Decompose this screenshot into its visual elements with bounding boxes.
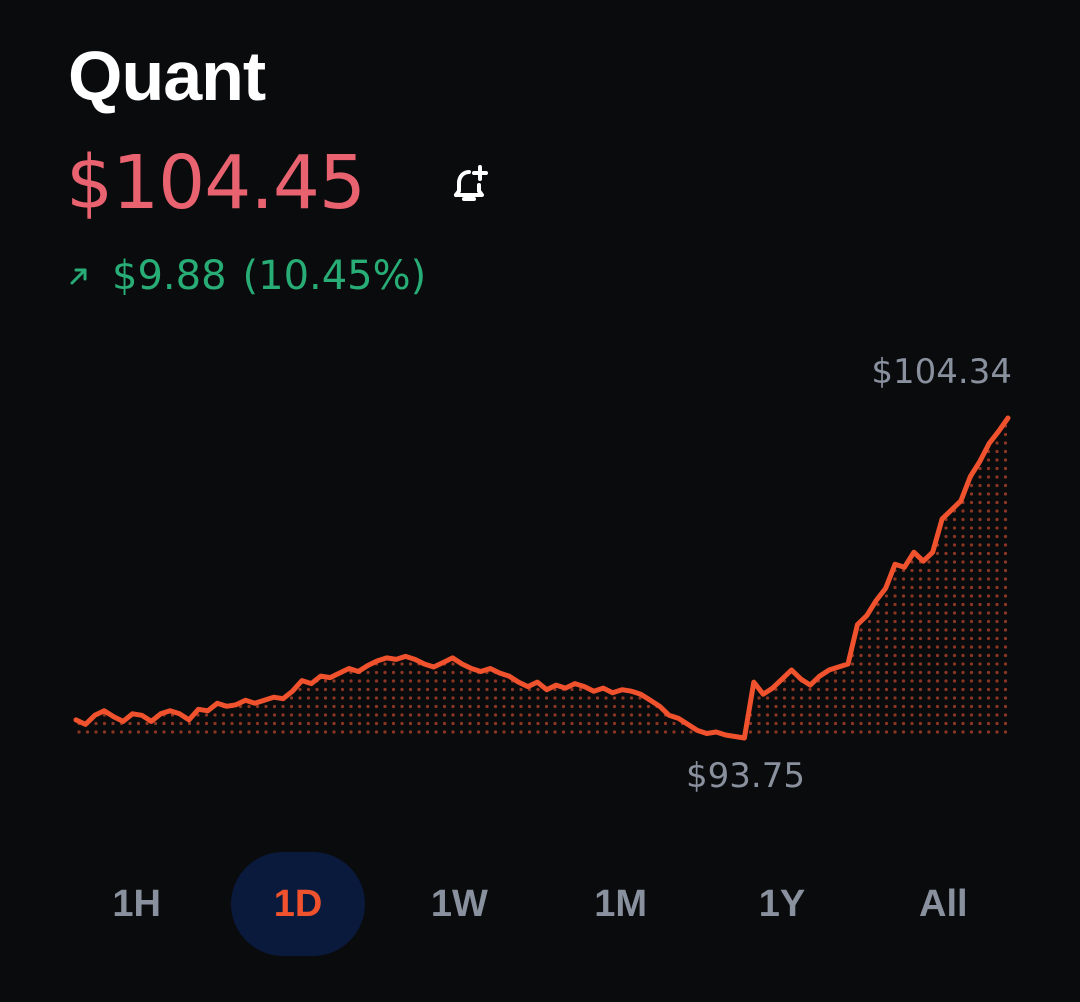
current-price: $104.45 [66,140,366,226]
price-chart-svg[interactable] [0,330,1080,810]
tab-label: 1Y [758,882,806,925]
chart-area-fill [76,418,1008,738]
tab-label: 1D [273,882,323,925]
tab-1d[interactable]: 1D [217,852,378,956]
change-amount: $9.88 [112,253,227,299]
chart-line [73,415,1011,741]
price-alert-button[interactable] [440,155,496,211]
price-change: $9.88 (10.45%) [64,250,426,302]
asset-name: Quant [68,37,266,115]
tab-1h[interactable]: 1H [56,852,217,956]
tab-all[interactable]: All [863,852,1024,956]
timeframe-tabs: 1H 1D 1W 1M 1Y All [56,852,1024,956]
bell-plus-icon [454,165,488,201]
tab-label: 1M [594,882,648,925]
tab-label: All [919,882,968,925]
chart-low-label: $93.75 [686,756,805,796]
tab-1y[interactable]: 1Y [701,852,862,956]
active-tab-indicator [230,852,365,956]
change-percent: (10.45%) [242,253,427,299]
price-row: $104.45 [66,138,366,228]
price-chart[interactable]: $104.34 $93.75 [0,330,1080,810]
tab-1w[interactable]: 1W [379,852,540,956]
arrow-up-right-icon [64,261,94,291]
tab-1m[interactable]: 1M [540,852,701,956]
tab-label: 1W [430,882,488,925]
tab-label: 1H [112,882,161,925]
chart-high-label: $104.34 [871,352,1012,392]
